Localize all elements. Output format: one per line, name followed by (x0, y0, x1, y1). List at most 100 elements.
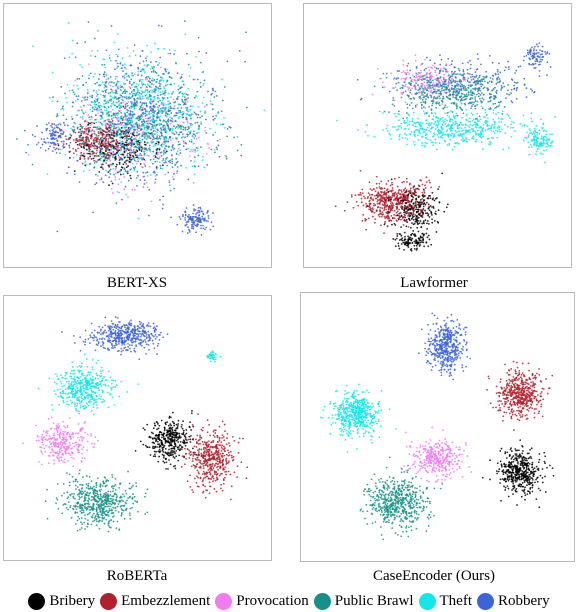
scatter-point-theft (432, 144, 435, 147)
scatter-point-embezzlement (389, 206, 392, 209)
scatter-point-embezzlement (395, 211, 398, 214)
scatter-point-theft (504, 132, 507, 134)
scatter-point-theft (81, 111, 84, 114)
scatter-point-theft (62, 108, 65, 111)
scatter-point-robbery (532, 63, 535, 66)
scatter-point-theft (533, 133, 536, 135)
scatter-point-public-brawl (122, 70, 124, 72)
scatter-point-robbery (129, 97, 132, 100)
scatter-point-theft (145, 129, 148, 132)
scatter-point-embezzlement (407, 206, 410, 209)
scatter-point-public-brawl (439, 76, 442, 78)
scatter-point-embezzlement (387, 208, 390, 211)
scatter-point-robbery (120, 117, 123, 120)
scatter-point-theft (112, 124, 115, 127)
scatter-point-robbery (101, 111, 104, 114)
scatter-point-theft (504, 123, 506, 126)
scatter-point-robbery (197, 211, 199, 214)
scatter-point-public-brawl (498, 81, 501, 83)
scatter-point-theft (413, 140, 415, 143)
scatter-point-robbery (105, 49, 108, 52)
scatter-point-robbery (453, 66, 456, 69)
scatter-point-provocation (127, 100, 130, 103)
scatter-point-public-brawl (471, 94, 474, 97)
scatter-point-robbery (546, 51, 549, 54)
scatter-point-bribery (400, 214, 403, 217)
scatter-point-public-brawl (126, 156, 129, 159)
scatter-point-theft (74, 99, 77, 102)
scatter-point-robbery (153, 170, 156, 173)
scatter-point-public-brawl (409, 89, 412, 92)
scatter-point-robbery (117, 65, 119, 68)
scatter-point-theft (544, 129, 546, 132)
scatter-point-robbery (538, 56, 541, 58)
scatter-point-public-brawl (197, 36, 200, 39)
scatter-point-robbery (190, 117, 192, 120)
scatter-point-bribery (418, 213, 420, 216)
scatter-point-theft (65, 96, 68, 99)
scatter-point-embezzlement (389, 184, 392, 187)
scatter-point-theft (409, 132, 412, 135)
scatter-point-robbery (34, 135, 36, 138)
scatter-point-bribery (400, 199, 403, 202)
scatter-point-embezzlement (391, 192, 394, 195)
scatter-point-public-brawl (466, 95, 469, 98)
scatter-point-robbery (206, 212, 209, 214)
scatter-point-robbery (458, 69, 461, 72)
scatter-point-theft (103, 103, 105, 106)
scatter-point-robbery (87, 21, 90, 24)
scatter-point-provocation (168, 179, 171, 182)
scatter-point-robbery (105, 162, 108, 164)
scatter-point-public-brawl (438, 95, 441, 98)
scatter-point-public-brawl (162, 104, 165, 107)
scatter-point-public-brawl (417, 84, 420, 86)
scatter-point-public-brawl (155, 60, 158, 63)
scatter-point-public-brawl (137, 119, 140, 122)
scatter-point-theft (107, 134, 110, 137)
scatter-point-robbery (164, 114, 167, 117)
scatter-point-robbery (462, 70, 465, 73)
scatter-point-provocation (139, 92, 141, 95)
scatter-point-theft (140, 69, 142, 72)
scatter-point-robbery (195, 225, 198, 227)
scatter-point-theft (127, 121, 130, 124)
scatter-point-public-brawl (95, 103, 98, 106)
scatter-point-bribery (134, 151, 137, 154)
scatter-point-robbery (462, 76, 465, 79)
scatter-point-provocation (144, 117, 147, 120)
scatter-point-robbery (212, 119, 215, 121)
scatter-point-theft (481, 127, 484, 130)
scatter-point-bribery (128, 149, 130, 152)
scatter-point-public-brawl (155, 137, 158, 140)
scatter-point-public-brawl (107, 77, 110, 80)
scatter-point-embezzlement (398, 212, 401, 215)
scatter-point-embezzlement (385, 183, 388, 185)
scatter-point-provocation (92, 147, 95, 150)
scatter-point-public-brawl (515, 97, 518, 100)
scatter-point-theft (172, 98, 175, 101)
scatter-point-robbery (182, 213, 184, 216)
scatter-point-theft (105, 169, 108, 172)
scatter-point-embezzlement (107, 137, 110, 140)
scatter-point-theft (437, 122, 440, 124)
scatter-point-theft (430, 121, 433, 124)
scatter-point-robbery (395, 78, 398, 80)
scatter-point-embezzlement (352, 206, 355, 209)
scatter-point-robbery (82, 138, 84, 141)
scatter-point-provocation (392, 87, 394, 90)
scatter-point-robbery (133, 97, 136, 100)
scatter-point-public-brawl (118, 107, 121, 110)
scatter-point-robbery (201, 210, 204, 213)
scatter-point-public-brawl (473, 92, 476, 95)
scatter-point-theft (530, 117, 532, 120)
scatter-point-theft (149, 89, 152, 92)
scatter-point-public-brawl (148, 77, 151, 80)
scatter-point-embezzlement (115, 139, 118, 142)
scatter-point-theft (441, 136, 444, 139)
scatter-point-public-brawl (516, 81, 519, 84)
scatter-point-theft (114, 75, 117, 78)
scatter-point-provocation (426, 92, 429, 95)
scatter-point-public-brawl (177, 123, 179, 126)
scatter-point-theft (136, 158, 139, 161)
scatter-point-theft (163, 47, 165, 50)
